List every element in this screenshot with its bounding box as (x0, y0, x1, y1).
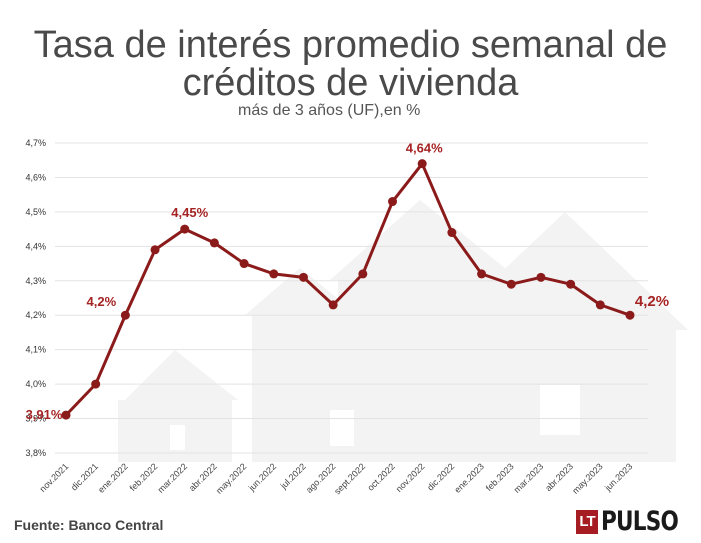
x-tick-label: nov.2022 (394, 461, 427, 494)
grid (55, 142, 648, 454)
y-tick-label: 4,1% (25, 345, 46, 355)
y-tick-label: 3,9% (25, 414, 46, 424)
y-tick-label: 4,6% (25, 172, 46, 182)
x-axis: nov.2021dic.2021ene.2022feb.2022mar.2022… (38, 461, 635, 496)
data-point (417, 159, 427, 169)
data-point (239, 259, 249, 269)
line-chart: 3,8% 3,9% 4,0% 4,1% 4,2% 4,3% 4,4% 4,5% 4,6% 4,7%… (25, 138, 688, 496)
chart-title: Tasa de interés promedio semanal de créd… (0, 26, 701, 102)
data-label: 4,2% (635, 293, 669, 310)
data-point (447, 228, 457, 238)
title-line-2: créditos de vivienda (182, 62, 519, 104)
series (61, 159, 635, 420)
data-point (120, 310, 130, 320)
x-tick-label: ene.2022 (96, 461, 130, 495)
data-point (358, 269, 368, 279)
data-label: 4,64% (406, 141, 443, 156)
logo-lt: LT (576, 509, 598, 534)
data-point (625, 310, 635, 320)
series-line (64, 162, 631, 417)
house-shape (245, 268, 358, 462)
data-point (566, 279, 576, 289)
x-tick-label: jun.2022 (246, 461, 278, 493)
x-tick-label: jul.2022 (278, 461, 308, 491)
data-point (180, 224, 190, 234)
annotations: 3,91% 4,2% 4,45% 4,64% 4,2% (26, 141, 670, 422)
y-tick-label: 4,3% (25, 276, 46, 286)
data-point (269, 269, 279, 279)
y-tick-label: 4,4% (25, 241, 46, 251)
x-tick-label: oct.2022 (365, 461, 396, 492)
x-tick-label: nov.2021 (38, 461, 71, 494)
y-tick-label: 4,0% (25, 379, 46, 389)
data-label: 4,2% (87, 294, 117, 309)
data-label: 4,45% (171, 205, 208, 220)
y-tick-label: 4,2% (25, 310, 46, 320)
data-point (477, 269, 487, 279)
y-axis: 3,8% 3,9% 4,0% 4,1% 4,2% 4,3% 4,4% 4,5% 4,6% 4,7% (25, 138, 46, 458)
x-tick-label: ene.2023 (452, 461, 486, 495)
x-tick-label: mar.2023 (512, 461, 546, 495)
title-line-1: Tasa de interés promedio semanal de (33, 24, 668, 66)
data-point (61, 410, 71, 420)
logo-pulso: PULSO (601, 506, 679, 537)
data-point (91, 379, 101, 389)
y-tick-label: 3,8% (25, 448, 46, 458)
pulso-logo: LT PULSO (576, 506, 697, 537)
data-point (388, 197, 398, 207)
house-shape (118, 350, 238, 462)
source-note: Fuente: Banco Central (14, 517, 164, 533)
data-point (506, 279, 516, 289)
y-tick-label: 4,7% (25, 138, 46, 148)
data-point (328, 300, 338, 310)
x-tick-label: may.2023 (570, 461, 605, 496)
data-point (298, 272, 308, 282)
data-point (150, 245, 160, 255)
chart-subtitle: más de 3 años (UF),en % (238, 102, 421, 119)
x-tick-label: jun.2023 (602, 461, 634, 493)
house-window (170, 425, 185, 450)
x-tick-label: may.2022 (214, 461, 249, 496)
data-label: 3,91% (26, 407, 63, 422)
data-point (209, 238, 219, 248)
data-point (595, 300, 605, 310)
data-point (536, 272, 546, 282)
background-houses (118, 200, 688, 462)
house-shape (440, 212, 688, 462)
x-tick-label: sept.2022 (332, 461, 367, 496)
x-tick-label: mar.2022 (156, 461, 190, 495)
house-window (330, 410, 354, 446)
house-window (540, 385, 580, 435)
y-tick-label: 4,5% (25, 207, 46, 217)
